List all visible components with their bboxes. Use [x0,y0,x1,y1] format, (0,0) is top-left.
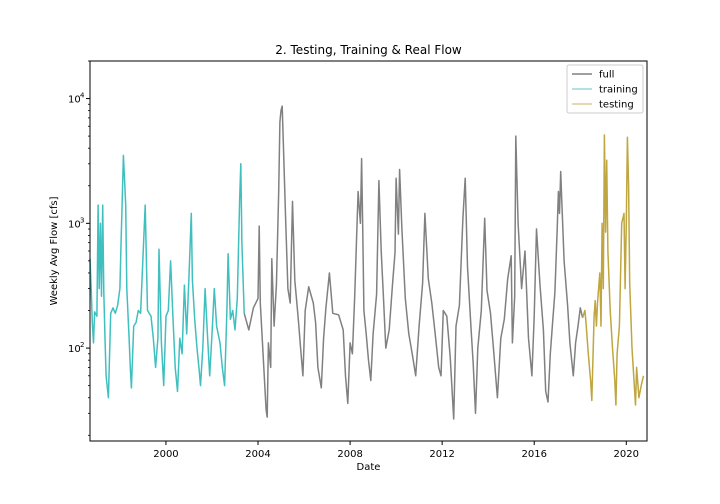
y-axis-label: Weekly Avg Flow [cfs] [49,196,60,305]
x-tick-label: 2000 [153,449,178,460]
y-tick-label: 10 [68,95,81,106]
y-tick-exponent: 3 [80,216,84,224]
series-line-full [243,105,584,420]
x-axis-label: Date [357,462,381,473]
y-tick-exponent: 2 [80,341,84,349]
y-tick-exponent: 4 [80,92,85,100]
x-tick-label: 2020 [614,449,639,460]
legend-label-full: full [599,70,614,81]
x-tick-label: 2016 [521,449,546,460]
legend-items: full training testing [572,70,638,111]
legend: full training testing [566,64,644,114]
x-tick-label: 2008 [337,449,362,460]
x-tick-label: 2012 [429,449,454,460]
series-line-training [89,154,245,399]
legend-label-training: training [599,85,638,96]
x-tick-label: 2004 [245,449,270,460]
chart-title: 2. Testing, Training & Real Flow [275,43,462,57]
legend-label-testing: testing [599,100,634,111]
series-layer [89,105,645,420]
y-tick-label: 10 [68,219,81,230]
series-line-testing [581,134,645,406]
y-tick-label: 10 [68,344,81,355]
legend-box [566,64,644,114]
